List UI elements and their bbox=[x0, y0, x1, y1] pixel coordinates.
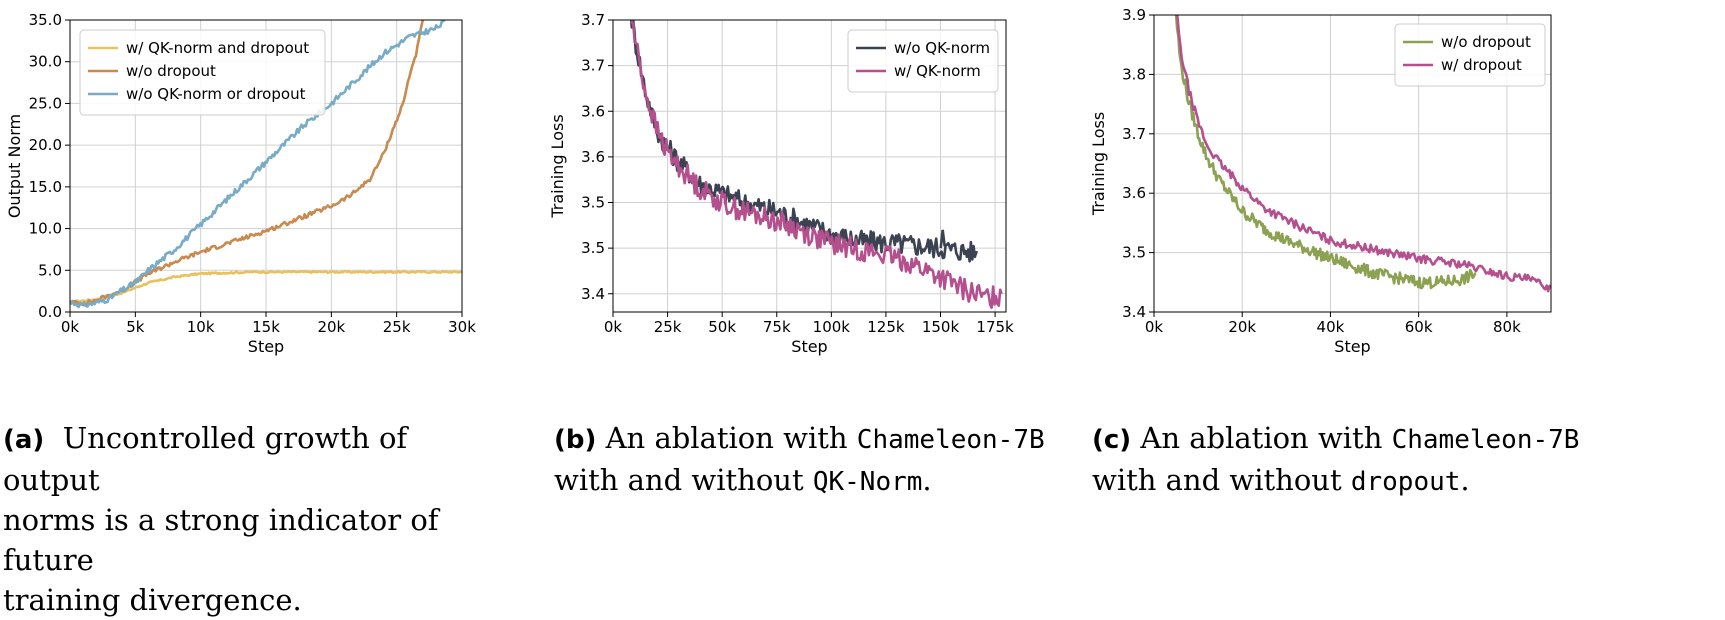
x-axis-label: Step bbox=[791, 337, 827, 356]
caption-a-line-1: Uncontrolled growth of output bbox=[3, 421, 408, 497]
legend-box bbox=[847, 29, 999, 93]
legend-label: w/o QK-norm or dropout bbox=[126, 85, 306, 103]
legend-label: w/ QK-norm bbox=[894, 62, 981, 80]
legend-box bbox=[1394, 23, 1546, 87]
x-tick-label: 0k bbox=[1145, 318, 1164, 336]
x-tick-label: 30k bbox=[448, 318, 476, 336]
series-line-3 bbox=[70, 20, 447, 309]
caption-b-text2: with and without bbox=[554, 463, 813, 497]
x-tick-label: 20k bbox=[317, 318, 345, 336]
x-tick-label: 10k bbox=[187, 318, 215, 336]
y-tick-label: 3.5 bbox=[581, 194, 605, 212]
chart-panel-a: 0k 5k 10k 15k 20k 25k 30k 0.0 5.0 10.0 15.0 20.0 25.… bbox=[5, 11, 476, 356]
x-tick-label: 100k bbox=[813, 318, 851, 336]
plot-c: 0k 20k 40k 60k 80k 3.4 3.5 3.6 3.7 3.8 3.9 Step Trai… bbox=[1090, 6, 1552, 356]
x-tick-label: 75k bbox=[763, 318, 791, 336]
axes-frame bbox=[1153, 14, 1552, 313]
x-tick-label: 0k bbox=[61, 318, 80, 336]
x-tick-label: 125k bbox=[867, 318, 905, 336]
y-tick-label: 15.0 bbox=[29, 178, 62, 196]
y-tick-label: 25.0 bbox=[29, 94, 62, 112]
caption-b: (b) An ablation with Chameleon-7B with a… bbox=[554, 418, 1074, 502]
axes-frame bbox=[612, 19, 1007, 313]
caption-c-text2: with and without bbox=[1092, 463, 1351, 497]
y-axis-label: Training Loss bbox=[550, 114, 567, 218]
caption-c-feature: dropout bbox=[1350, 467, 1461, 497]
x-tick-label: 0k bbox=[604, 318, 623, 336]
caption-b-model: Chameleon-7B bbox=[856, 425, 1045, 455]
caption-c-end: . bbox=[1460, 463, 1470, 497]
x-tick-label: 5k bbox=[126, 318, 145, 336]
x-tick-label: 15k bbox=[252, 318, 280, 336]
y-tick-label: 3.6 bbox=[581, 102, 605, 120]
y-tick-label: 10.0 bbox=[29, 220, 62, 238]
legend-label: w/o dropout bbox=[1441, 33, 1531, 51]
legend-label: w/ QK-norm and dropout bbox=[126, 39, 309, 57]
x-tick-label: 80k bbox=[1493, 318, 1521, 336]
x-tick-label: 150k bbox=[922, 318, 960, 336]
plot-a: 0k 5k 10k 15k 20k 25k 30k 0.0 5.0 10.0 15.0 20.0 25.… bbox=[5, 11, 476, 356]
series-line-2 bbox=[630, 20, 1003, 309]
x-tick-label: 25k bbox=[654, 318, 682, 336]
y-tick-label: 0.0 bbox=[38, 303, 62, 321]
x-axis-label: Step bbox=[1334, 337, 1370, 356]
x-tick-label: 175k bbox=[976, 318, 1014, 336]
caption-a-line-2: norms is a strong indicator of future bbox=[3, 503, 439, 577]
caption-b-label: (b) bbox=[554, 425, 597, 455]
x-axis-label: Step bbox=[248, 337, 284, 356]
loss-spike bbox=[939, 229, 946, 249]
y-tick-label: 20.0 bbox=[29, 136, 62, 154]
y-tick-label: 3.7 bbox=[581, 11, 605, 29]
y-tick-label: 30.0 bbox=[29, 53, 62, 71]
y-tick-label: 3.6 bbox=[581, 148, 605, 166]
y-tick-label: 5.0 bbox=[38, 261, 62, 279]
x-tick-label: 40k bbox=[1317, 318, 1345, 336]
chart-panel-c: 0k 20k 40k 60k 80k 3.4 3.5 3.6 3.7 3.8 3.9 Step Trai… bbox=[1090, 6, 1552, 356]
legend: w/o dropout w/ dropout bbox=[1394, 23, 1546, 87]
y-tick-label: 3.4 bbox=[1122, 303, 1146, 321]
y-tick-label: 3.5 bbox=[1122, 244, 1146, 262]
y-tick-label: 3.6 bbox=[1122, 184, 1146, 202]
caption-a: (a) Uncontrolled growth of output norms … bbox=[3, 418, 503, 620]
y-tick-label: 3.8 bbox=[1122, 65, 1146, 83]
caption-a-label: (a) bbox=[3, 425, 45, 455]
y-tick-label: 35.0 bbox=[29, 11, 62, 29]
x-tick-label: 25k bbox=[383, 318, 411, 336]
y-tick-label: 3.4 bbox=[581, 285, 605, 303]
x-tick-label: 50k bbox=[708, 318, 736, 336]
x-tick-label: 20k bbox=[1228, 318, 1256, 336]
legend-label: w/o QK-norm bbox=[894, 39, 990, 57]
y-tick-label: 3.7 bbox=[1122, 125, 1146, 143]
y-axis-label: Training Loss bbox=[1090, 112, 1108, 216]
y-tick-label: 3.9 bbox=[1122, 6, 1146, 24]
plot-b: 0k 25k 50k 75k 100k 125k 150k 175k 3.4 3.5 3.5 3.6 3… bbox=[550, 11, 1014, 356]
caption-b-end: . bbox=[922, 463, 932, 497]
caption-a-line-3: training divergence. bbox=[3, 583, 302, 617]
caption-b-feature: QK-Norm bbox=[812, 467, 923, 497]
caption-c-label: (c) bbox=[1092, 425, 1132, 455]
legend-label: w/o dropout bbox=[126, 62, 216, 80]
series-line-1 bbox=[70, 269, 462, 304]
y-axis-label: Output Norm bbox=[5, 114, 24, 218]
legend: w/o QK-norm w/ QK-norm bbox=[847, 29, 999, 93]
legend-box bbox=[79, 29, 326, 116]
y-tick-label: 3.7 bbox=[581, 57, 605, 75]
y-tick-label: 3.5 bbox=[581, 239, 605, 257]
series-line-2 bbox=[1175, 15, 1551, 293]
caption-c-model: Chameleon-7B bbox=[1391, 425, 1580, 455]
caption-c: (c) An ablation with Chameleon-7B with a… bbox=[1092, 418, 1722, 502]
caption-c-text1: An ablation with bbox=[1140, 421, 1392, 455]
caption-b-text1: An ablation with bbox=[605, 421, 857, 455]
chart-panel-b: 0k 25k 50k 75k 100k 125k 150k 175k 3.4 3.5 3.5 3.6 3… bbox=[550, 11, 1014, 356]
x-tick-label: 60k bbox=[1405, 318, 1433, 336]
series-line-1 bbox=[1174, 15, 1477, 290]
legend: w/ QK-norm and dropout w/o dropout w/o QK-… bbox=[79, 29, 326, 116]
legend-label: w/ dropout bbox=[1441, 56, 1522, 74]
